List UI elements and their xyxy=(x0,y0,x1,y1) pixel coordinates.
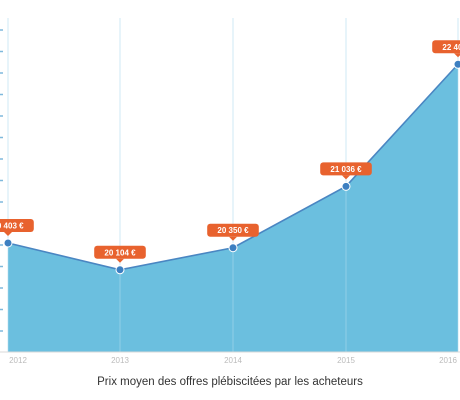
area-fill xyxy=(8,64,458,353)
data-label: 20 403 € xyxy=(0,222,24,231)
data-point xyxy=(3,238,13,248)
data-label-bg xyxy=(320,162,372,176)
data-label-pointer xyxy=(342,175,350,180)
data-point xyxy=(228,243,238,253)
data-label-pointer xyxy=(116,258,124,263)
data-point xyxy=(341,181,351,191)
data-label-pointer xyxy=(454,53,460,58)
data-label-pointer xyxy=(229,236,237,241)
data-label-bg xyxy=(94,245,146,259)
x-tick-label: 2012 xyxy=(9,356,27,365)
data-label-bg xyxy=(0,219,34,232)
chart-caption: Prix moyen des offres plébiscitées par l… xyxy=(97,376,363,388)
x-tick-label: 2016 xyxy=(439,356,457,365)
data-point xyxy=(115,265,125,275)
data-label: 20 104 € xyxy=(104,248,136,257)
data-label: 21 036 € xyxy=(330,165,362,174)
data-label-bg xyxy=(207,223,259,237)
x-tick-label: 2013 xyxy=(111,356,129,365)
x-tick-label: 2014 xyxy=(224,356,242,365)
data-label-bg xyxy=(432,40,460,54)
data-label-pointer xyxy=(4,232,12,236)
x-tick-label: 2015 xyxy=(337,356,355,365)
data-point xyxy=(453,59,460,69)
data-label: 22 400 € xyxy=(442,43,460,52)
area-chart: 20 403 € 20 104 € 20 350 € 21 036 € 22 400 €… xyxy=(0,18,460,365)
data-label: 20 350 € xyxy=(217,226,249,235)
